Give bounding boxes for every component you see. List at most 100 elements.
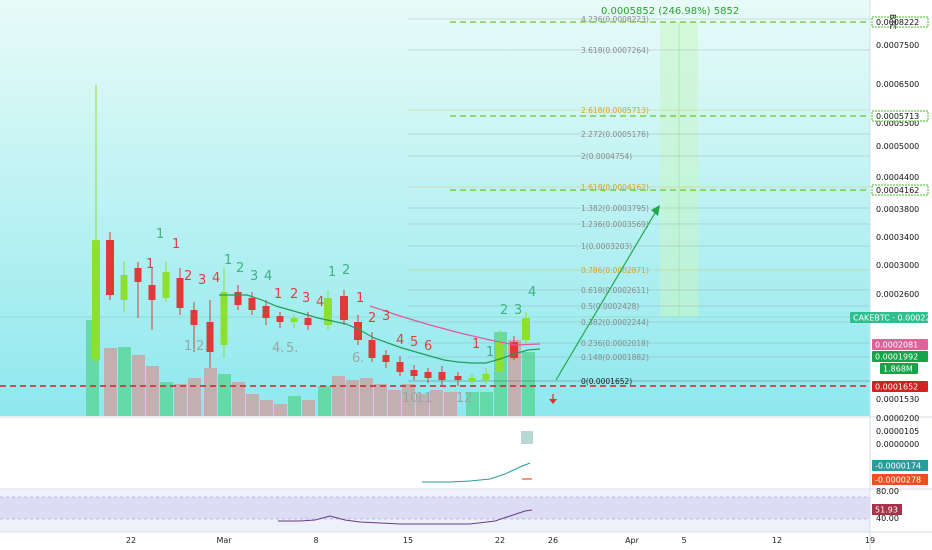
price-tick-label: 0.0003800 <box>876 205 919 214</box>
macd-value-tag <box>872 460 928 471</box>
macd-tick-label: 0.0000000 <box>876 440 919 449</box>
volume-bar <box>104 348 117 416</box>
volume-bar <box>346 380 359 416</box>
rsi-line <box>278 509 533 525</box>
candle-body <box>424 372 432 378</box>
sequential-count-label: 1 <box>274 287 282 302</box>
fib-level-label: 1.618(0.0004162) <box>581 183 649 192</box>
time-tick-label: 15 <box>403 536 413 545</box>
volume-bar <box>480 392 493 416</box>
sequential-count-label: 2 <box>368 311 376 326</box>
sequential-count-label: 2 <box>500 303 508 318</box>
candles <box>92 85 530 386</box>
candle-body <box>382 355 390 362</box>
candle-body <box>220 292 228 345</box>
target-arrow <box>555 205 660 381</box>
time-tick-label: 22 <box>126 536 136 545</box>
fib-level-label: 4.236(0.0008223) <box>581 15 649 24</box>
candle-body <box>324 298 332 325</box>
fib-level-label: 0.5(0.0002428) <box>581 302 639 311</box>
sequential-count-label: 3 <box>514 303 522 318</box>
sequential-count-label: 3 <box>250 269 258 284</box>
fib-level-label: 0.786(0.0002871) <box>581 266 649 275</box>
sequential-count-label: 2. <box>196 339 208 354</box>
macd-tick-label: 0.0000200 <box>876 414 919 423</box>
volume-bar <box>332 376 345 416</box>
candle-body <box>496 342 504 372</box>
price-tags: 0.0008222 0.0005713 0.0004162 CAKEBTC · 0.0… <box>850 16 932 515</box>
volume-bars <box>86 320 535 416</box>
candle-body <box>190 310 198 325</box>
candle-body <box>176 278 184 308</box>
sequential-count-label: 2 <box>342 263 350 278</box>
sequential-count-label: 2 <box>290 287 298 302</box>
candle-body <box>106 240 114 295</box>
sequential-count-label: 1 <box>172 237 180 252</box>
sequential-count-label: 1. <box>184 339 196 354</box>
volume-bar <box>174 384 187 416</box>
target-price-tag <box>871 16 929 28</box>
sequential-count-label: 3 <box>198 273 206 288</box>
price-tick-label: 0.0002600 <box>876 290 919 299</box>
candle-body <box>354 322 362 340</box>
fib-level-label: 1(0.0003203) <box>581 242 632 251</box>
target-price-tag <box>871 110 929 122</box>
time-tick-label: Apr <box>625 536 640 545</box>
volume-bar <box>466 392 479 416</box>
target-label: 0.0005852 (246.98%) 5852 <box>601 6 739 17</box>
sequential-count-label: 4 <box>212 271 220 286</box>
volume-bar <box>218 374 231 416</box>
price-tag-text: 1.868M <box>883 365 913 374</box>
fib-level-label: 3.618(0.0007264) <box>581 46 649 55</box>
macd-value-text: -0.0000174 <box>875 462 921 471</box>
price-tick-label: 0.0003000 <box>876 261 919 270</box>
target-price-text: 0.0008222 <box>876 18 919 27</box>
fib-level-label: 2(0.0004754) <box>581 152 632 161</box>
fib-level-label: 1.382(0.0003795) <box>581 204 649 213</box>
fib-level-label: 0(0.0001652) <box>581 377 632 386</box>
resistance-curve <box>369 305 541 346</box>
candle-body <box>290 318 298 322</box>
rsi-band <box>0 497 870 519</box>
volume-bar <box>402 384 415 416</box>
price-tag-text: 0.0001652 <box>875 383 918 392</box>
fibonacci-extension: 4.236(0.0008223) 3.618(0.0007264) 2.618(0.… <box>408 15 870 386</box>
candle-body <box>92 240 100 360</box>
sequential-count-label: 2 <box>236 261 244 276</box>
volume-bar <box>444 392 457 416</box>
sequential-count-label: 6 <box>424 339 432 354</box>
candle-body <box>468 378 476 382</box>
rsi-value-tag <box>872 504 902 515</box>
sequential-count-label: 2 <box>184 269 192 284</box>
volume-bar <box>246 394 259 416</box>
candle-body <box>304 318 312 325</box>
macd-line <box>422 462 531 483</box>
sequential-count-label: 1 <box>356 291 364 306</box>
volume-bar <box>416 394 429 416</box>
candle-body <box>510 342 518 358</box>
volume-bar <box>260 400 273 416</box>
sequential-count-label: 4 <box>396 333 404 348</box>
sequential-count-label: 1 <box>328 265 336 280</box>
candle-body <box>276 316 284 322</box>
rsi-tick-label: 40.00 <box>876 514 899 523</box>
time-axis-labels: 22 Mar 8 15 22 26 Apr 5 12 19 <box>126 536 875 545</box>
candle-body <box>482 374 490 380</box>
volume-bar <box>388 390 401 416</box>
volume-bar <box>188 378 201 416</box>
fib-level-label: 2.618(0.0005713) <box>581 106 649 115</box>
candle-body <box>438 372 446 380</box>
candle-body <box>454 376 462 380</box>
volume-bar <box>508 340 521 416</box>
time-tick-label: 19 <box>865 536 875 545</box>
volume-bar <box>302 400 315 416</box>
sequential-count-label: 5 <box>410 335 418 350</box>
candle-body <box>120 275 128 300</box>
time-tick-label: 22 <box>495 536 505 545</box>
price-tag <box>850 312 928 323</box>
fib-level-label: 0.382(0.0002244) <box>581 318 649 327</box>
rsi-tick-label: 80.00 <box>876 487 899 496</box>
candle-body <box>148 285 156 300</box>
